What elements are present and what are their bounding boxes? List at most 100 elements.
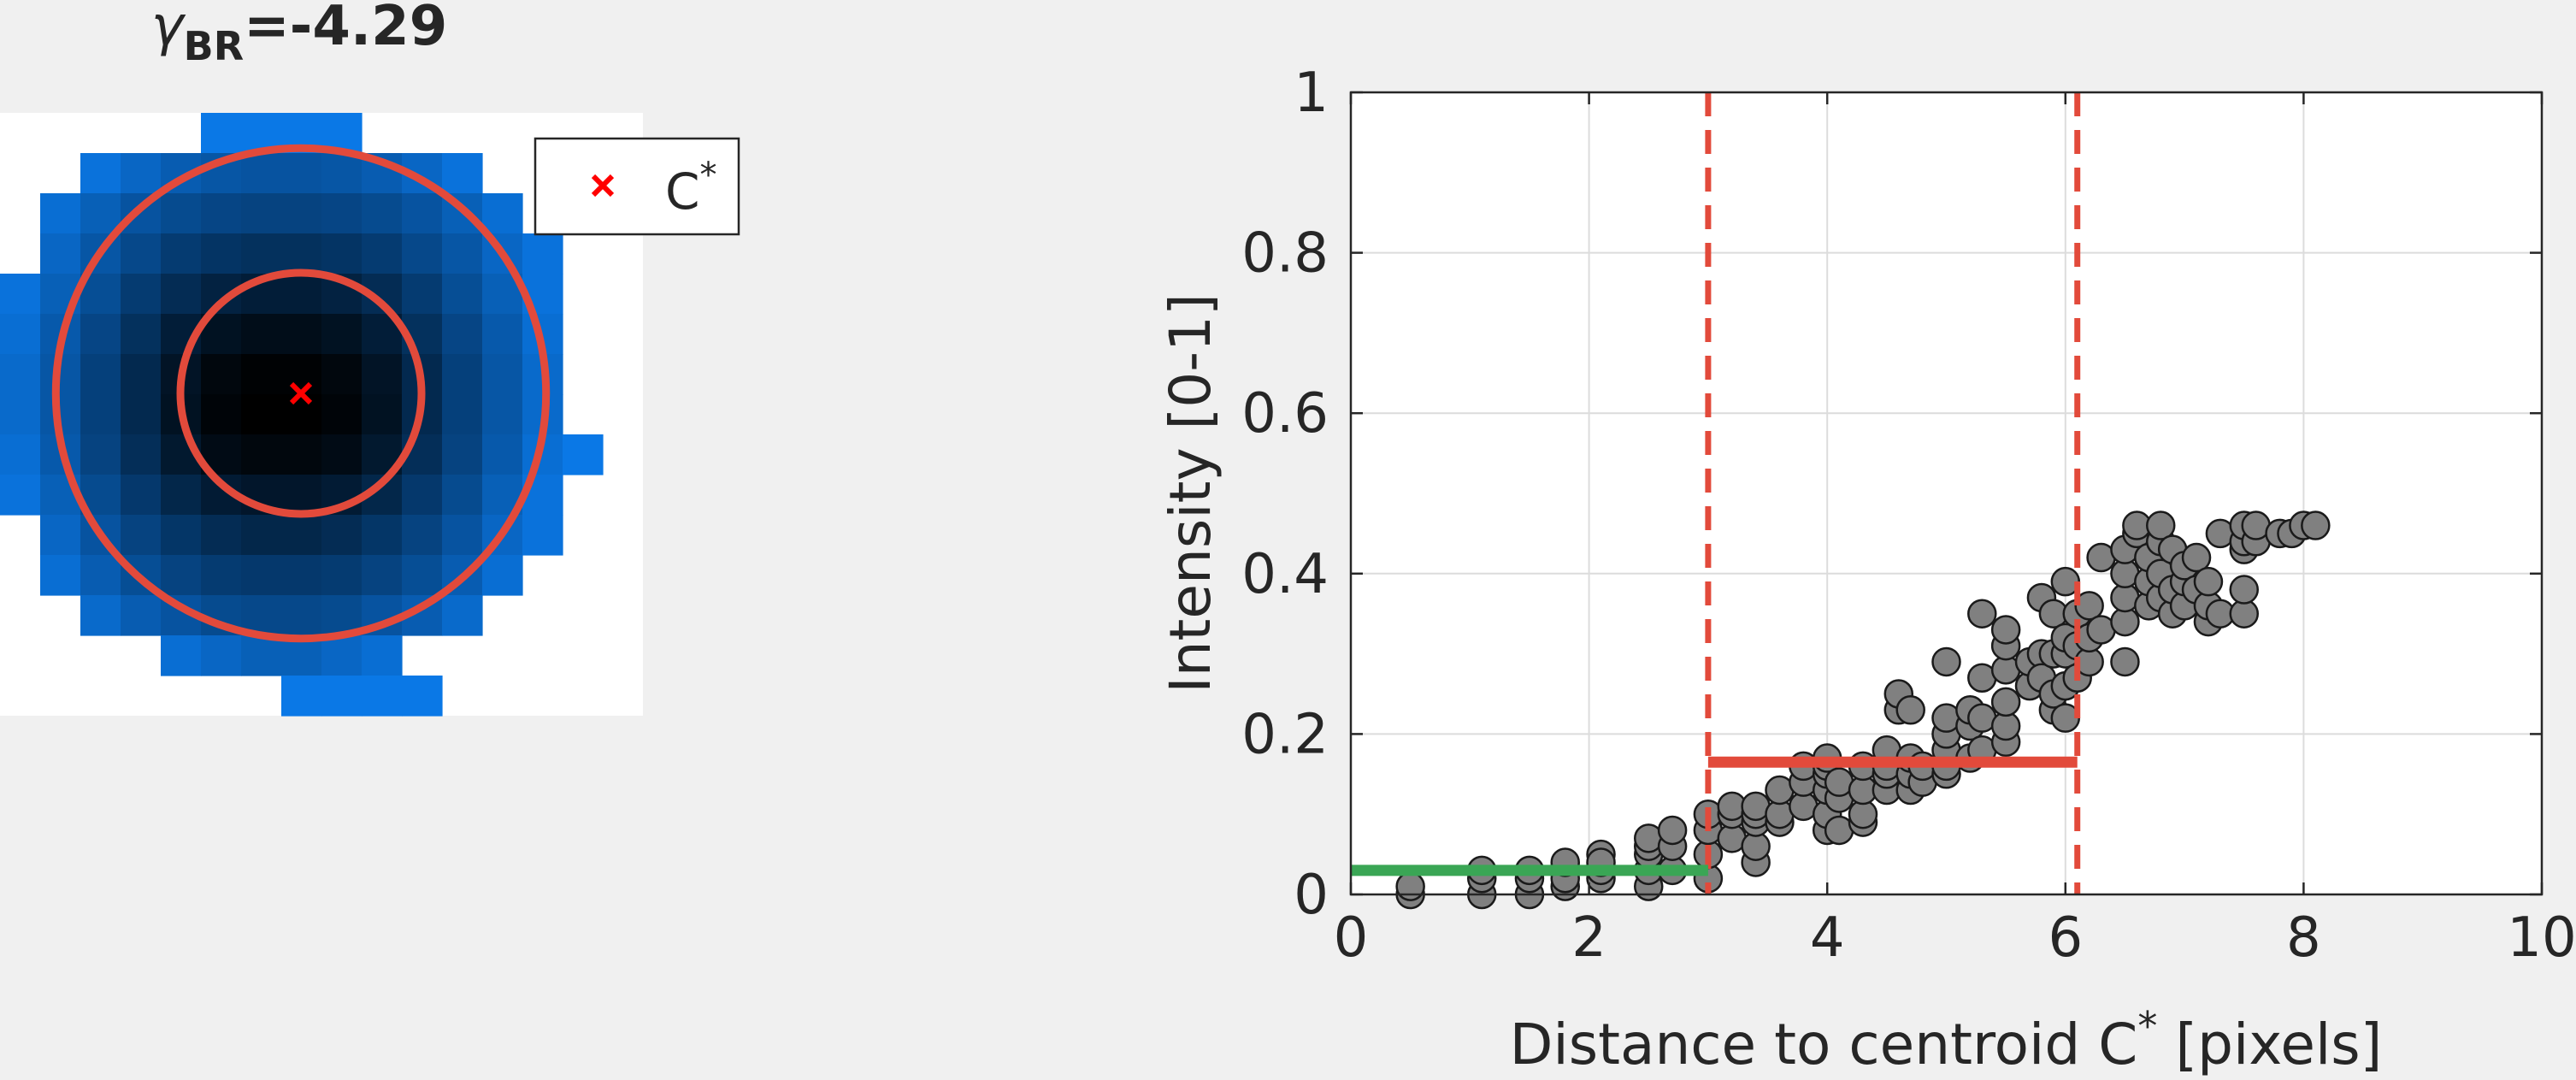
- heatmap-cell: [442, 314, 483, 355]
- heatmap-cell: [362, 515, 403, 556]
- scatter-point: [1990, 687, 2021, 717]
- x-tick-label: 4: [1810, 906, 1845, 970]
- title-value: =-4.29: [244, 0, 447, 58]
- heatmap-cell: [121, 515, 162, 556]
- heatmap-cell: [80, 354, 121, 395]
- heatmap-cell: [442, 595, 483, 636]
- heatmap-cell: [40, 555, 81, 596]
- scatter-point: [2145, 510, 2176, 540]
- heatmap-cell: [0, 274, 41, 315]
- heatmap-cell: [241, 434, 282, 475]
- heatmap-cell: [442, 354, 483, 395]
- scatter-point: [1395, 871, 1425, 901]
- heatmap-cell: [402, 515, 443, 556]
- scatter-point: [2110, 646, 2140, 677]
- heatmap-cell: [522, 515, 563, 556]
- heatmap-cell: [402, 676, 443, 717]
- heatmap-cell: [321, 233, 363, 274]
- heatmap-cell: [442, 515, 483, 556]
- scatter-point: [1657, 815, 1688, 846]
- heatmap-cell: [241, 193, 282, 234]
- heatmap-cell: [80, 595, 121, 636]
- heatmap-cell: [281, 394, 322, 435]
- legend-box: [533, 137, 740, 236]
- heatmap-cell: [402, 475, 443, 516]
- heatmap-cell: [482, 354, 523, 395]
- heatmap-cell: [121, 394, 162, 435]
- x-tick-label: 6: [2048, 906, 2083, 970]
- heatmap-cell: [321, 193, 363, 234]
- heatmap-cell: [482, 434, 523, 475]
- heatmap-cell: [161, 515, 202, 556]
- heatmap-cell: [0, 475, 41, 516]
- heatmap-cell: [321, 394, 363, 435]
- heatmap-cell: [362, 193, 403, 234]
- heatmap-cell: [121, 434, 162, 475]
- heatmap-cell: [442, 233, 483, 274]
- centroid-marker: [289, 381, 313, 405]
- heatmap-cell: [281, 274, 322, 315]
- heatmap-title: γBR=-4.29: [151, 0, 447, 69]
- heatmap-cell: [121, 274, 162, 315]
- heatmap-cell: [281, 676, 322, 717]
- scatter-panel: 0 2 4 6 8 10 0 0.2 0.4 0.6 0.8 1 Distance to centro…: [1158, 62, 2576, 1077]
- heatmap-cell: [482, 555, 523, 596]
- heatmap-cell: [281, 193, 322, 234]
- heatmap-cell: [402, 193, 443, 234]
- heatmap-cell: [161, 193, 202, 234]
- heatmap-cell: [321, 153, 363, 194]
- heatmap-cell: [0, 434, 41, 475]
- axis-ticks: 0 2 4 6 8 10 0 0.2 0.4 0.6 0.8 1: [1241, 62, 2576, 970]
- heatmap-cell: [281, 233, 322, 274]
- heatmap-cell: [362, 676, 403, 717]
- heatmap-panel: γBR=-4.29 C*: [0, 0, 740, 717]
- heatmap-cell: [201, 233, 242, 274]
- heatmap-cell: [201, 394, 242, 435]
- heatmap-cell: [121, 153, 162, 194]
- heatmap-cell: [121, 475, 162, 516]
- heatmap-cell: [442, 153, 483, 194]
- heatmap-cell: [281, 515, 322, 556]
- heatmap-legend: C*: [533, 137, 740, 236]
- heatmap-cell: [321, 635, 363, 676]
- heatmap-cell: [321, 676, 363, 717]
- heatmap-cell: [80, 153, 121, 194]
- heatmap-cell: [241, 394, 282, 435]
- heatmap-cell: [442, 394, 483, 435]
- scatter-point: [2074, 591, 2104, 621]
- heatmap-cell: [362, 555, 403, 596]
- heatmap-cell: [40, 233, 81, 274]
- heatmap-cell: [281, 434, 322, 475]
- heatmap-cell: [241, 555, 282, 596]
- heatmap-cell: [161, 475, 202, 516]
- heatmap-cell: [241, 515, 282, 556]
- heatmap-cell: [321, 354, 363, 395]
- heatmap-cell: [482, 314, 523, 355]
- heatmap-cell: [442, 434, 483, 475]
- y-tick-label: 0.6: [1241, 382, 1329, 446]
- heatmap-cell: [121, 233, 162, 274]
- heatmap-cell: [563, 434, 604, 475]
- scatter-point: [2193, 566, 2224, 597]
- heatmap-cell: [241, 354, 282, 395]
- heatmap-cell: [121, 314, 162, 355]
- heatmap-cell: [161, 635, 202, 676]
- heatmap-cell: [80, 314, 121, 355]
- scatter-point: [1931, 646, 1961, 677]
- y-tick-label: 0.8: [1241, 222, 1329, 286]
- y-tick-label: 0: [1294, 864, 1329, 927]
- legend-marker-x-icon: [591, 174, 615, 198]
- heatmap-cell: [161, 233, 202, 274]
- heatmap-cell: [161, 555, 202, 596]
- heatmap-cell: [201, 113, 242, 154]
- heatmap-cell: [281, 475, 322, 516]
- y-tick-label: 0.2: [1241, 703, 1329, 766]
- heatmap-cell: [321, 314, 363, 355]
- scatter-point: [2181, 542, 2212, 573]
- heatmap-cell: [321, 555, 363, 596]
- heatmap-cell: [241, 635, 282, 676]
- y-tick-label: 0.4: [1241, 543, 1329, 606]
- heatmap-cell: [362, 635, 403, 676]
- threshold-lines: [1351, 92, 2081, 894]
- heatmap-cell: [201, 635, 242, 676]
